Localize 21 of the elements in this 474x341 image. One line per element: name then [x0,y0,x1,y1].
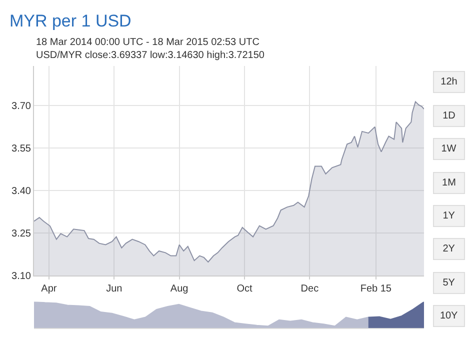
x-tick-label: Apr [41,284,58,295]
text: 1M [442,178,456,188]
y-tick-label: 3.70 [12,101,32,112]
y-tick-label: 3.10 [12,271,32,282]
chart-title: MYR per 1 USD [9,11,132,30]
x-tick-label: Oct [236,284,252,295]
text: 2Y [442,244,456,254]
text: 10Y [440,310,458,322]
text: 12h [440,76,458,88]
x-tick-label: Feb 15 [360,284,392,295]
text: 1W [441,144,457,154]
text: 1Y [442,210,456,222]
y-tick-label: 3.25 [12,228,32,240]
chart-subtitle: 18 Mar 2014 00:00 UTC - 18 Mar 2015 02:53 UTC USD/MYR close:3.69337 low:3.14630 high:3.72150 [36,37,265,61]
x-tick-label: Aug [170,284,188,295]
y-tick-label: 3.40 [12,186,32,198]
y-tick-label: 3.55 [12,144,32,155]
text: 5Y [442,278,456,288]
x-tick-label: Dec [300,284,319,295]
text: 1D [442,110,456,122]
x-tick-label: Jun [106,284,122,295]
